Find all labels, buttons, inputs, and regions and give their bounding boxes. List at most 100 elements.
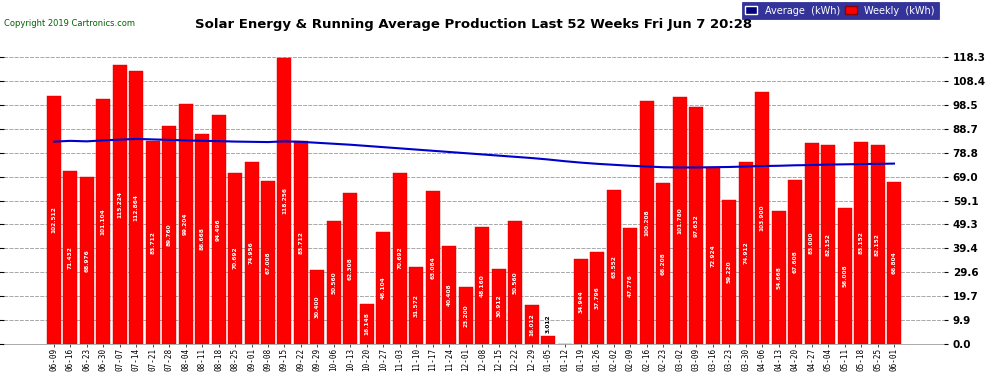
Text: 86.668: 86.668 [200,227,205,250]
Text: 67.608: 67.608 [793,251,798,273]
Text: 71.432: 71.432 [68,246,73,268]
Text: 40.408: 40.408 [446,284,451,306]
Bar [739,162,752,344]
Bar [870,145,884,344]
Text: 83.000: 83.000 [809,232,814,254]
Text: 66.208: 66.208 [661,252,666,275]
Bar [508,221,522,344]
Bar [821,145,836,344]
Bar [723,200,737,344]
Text: 100.208: 100.208 [644,209,649,236]
Text: 89.760: 89.760 [166,224,171,246]
Text: 66.804: 66.804 [891,251,897,274]
Text: 101.780: 101.780 [677,207,682,234]
Text: 46.104: 46.104 [381,276,386,299]
Bar [327,221,341,344]
Text: 112.864: 112.864 [134,194,139,220]
Bar [443,246,456,344]
Text: 83.712: 83.712 [150,231,155,254]
Bar [542,336,555,344]
Text: 48.160: 48.160 [480,274,485,297]
Bar [706,167,720,344]
Text: 72.924: 72.924 [710,244,716,267]
Text: 31.572: 31.572 [414,294,419,317]
Bar [47,96,60,344]
Text: 74.912: 74.912 [743,242,748,264]
Text: 70.692: 70.692 [397,247,402,269]
Bar [788,180,802,344]
Text: 37.796: 37.796 [595,286,600,309]
Text: 54.668: 54.668 [776,266,781,289]
Text: 50.560: 50.560 [332,271,337,294]
Bar [854,142,868,344]
Bar [344,193,357,344]
Text: 67.008: 67.008 [265,251,270,274]
Text: 3.012: 3.012 [545,314,550,333]
Bar [80,177,94,344]
Bar [590,252,605,344]
Text: 102.512: 102.512 [51,206,56,233]
Bar [656,183,670,344]
Bar [63,171,77,344]
Bar [130,70,144,344]
Bar [574,259,588,344]
Bar [525,305,539,344]
Bar [212,115,226,344]
Bar [96,99,110,344]
Text: 70.692: 70.692 [233,247,238,269]
Bar [624,228,638,344]
Text: 68.976: 68.976 [84,249,89,272]
Bar [359,304,374,344]
Bar [195,134,209,344]
Bar [409,267,424,344]
Bar [228,172,243,344]
Bar [393,172,407,344]
Text: 99.204: 99.204 [183,212,188,235]
Text: 47.776: 47.776 [628,274,633,297]
Bar [113,65,127,344]
Bar [245,162,258,344]
Bar [162,126,176,344]
Text: 115.224: 115.224 [117,191,122,218]
Text: 83.152: 83.152 [858,231,863,254]
Text: 34.944: 34.944 [578,290,583,313]
Bar [887,182,901,344]
Text: 97.632: 97.632 [694,214,699,237]
Bar [492,269,506,344]
Bar [607,190,621,344]
Bar [805,143,819,344]
Bar [277,57,291,344]
Bar [771,211,786,344]
Bar [475,227,489,344]
Text: 82.152: 82.152 [875,233,880,256]
Bar [178,104,193,344]
Bar [673,98,687,344]
Bar [458,287,472,344]
Text: 50.560: 50.560 [513,271,518,294]
Text: 16.148: 16.148 [364,313,369,336]
Text: 83.712: 83.712 [298,231,304,254]
Bar [261,182,275,344]
Text: 63.552: 63.552 [612,255,617,278]
Text: 94.496: 94.496 [216,218,221,241]
Text: 30.400: 30.400 [315,296,320,318]
Text: 62.308: 62.308 [347,257,352,280]
Text: 16.012: 16.012 [529,313,534,336]
Text: 63.084: 63.084 [431,256,436,279]
Text: 56.008: 56.008 [842,264,847,287]
Title: Solar Energy & Running Average Production Last 52 Weeks Fri Jun 7 20:28: Solar Energy & Running Average Productio… [195,18,752,32]
Bar [376,232,390,344]
Text: 103.900: 103.900 [759,205,764,231]
Text: 74.956: 74.956 [249,242,254,264]
Text: 101.104: 101.104 [101,208,106,235]
Text: 82.152: 82.152 [826,233,831,256]
Bar [689,107,703,344]
Bar [838,208,851,344]
Text: 23.200: 23.200 [463,304,468,327]
Bar [640,101,653,344]
Text: 59.220: 59.220 [727,261,732,283]
Bar [426,191,440,344]
Bar [755,92,769,344]
Legend: Average  (kWh), Weekly  (kWh): Average (kWh), Weekly (kWh) [742,2,939,20]
Text: 30.912: 30.912 [496,295,501,318]
